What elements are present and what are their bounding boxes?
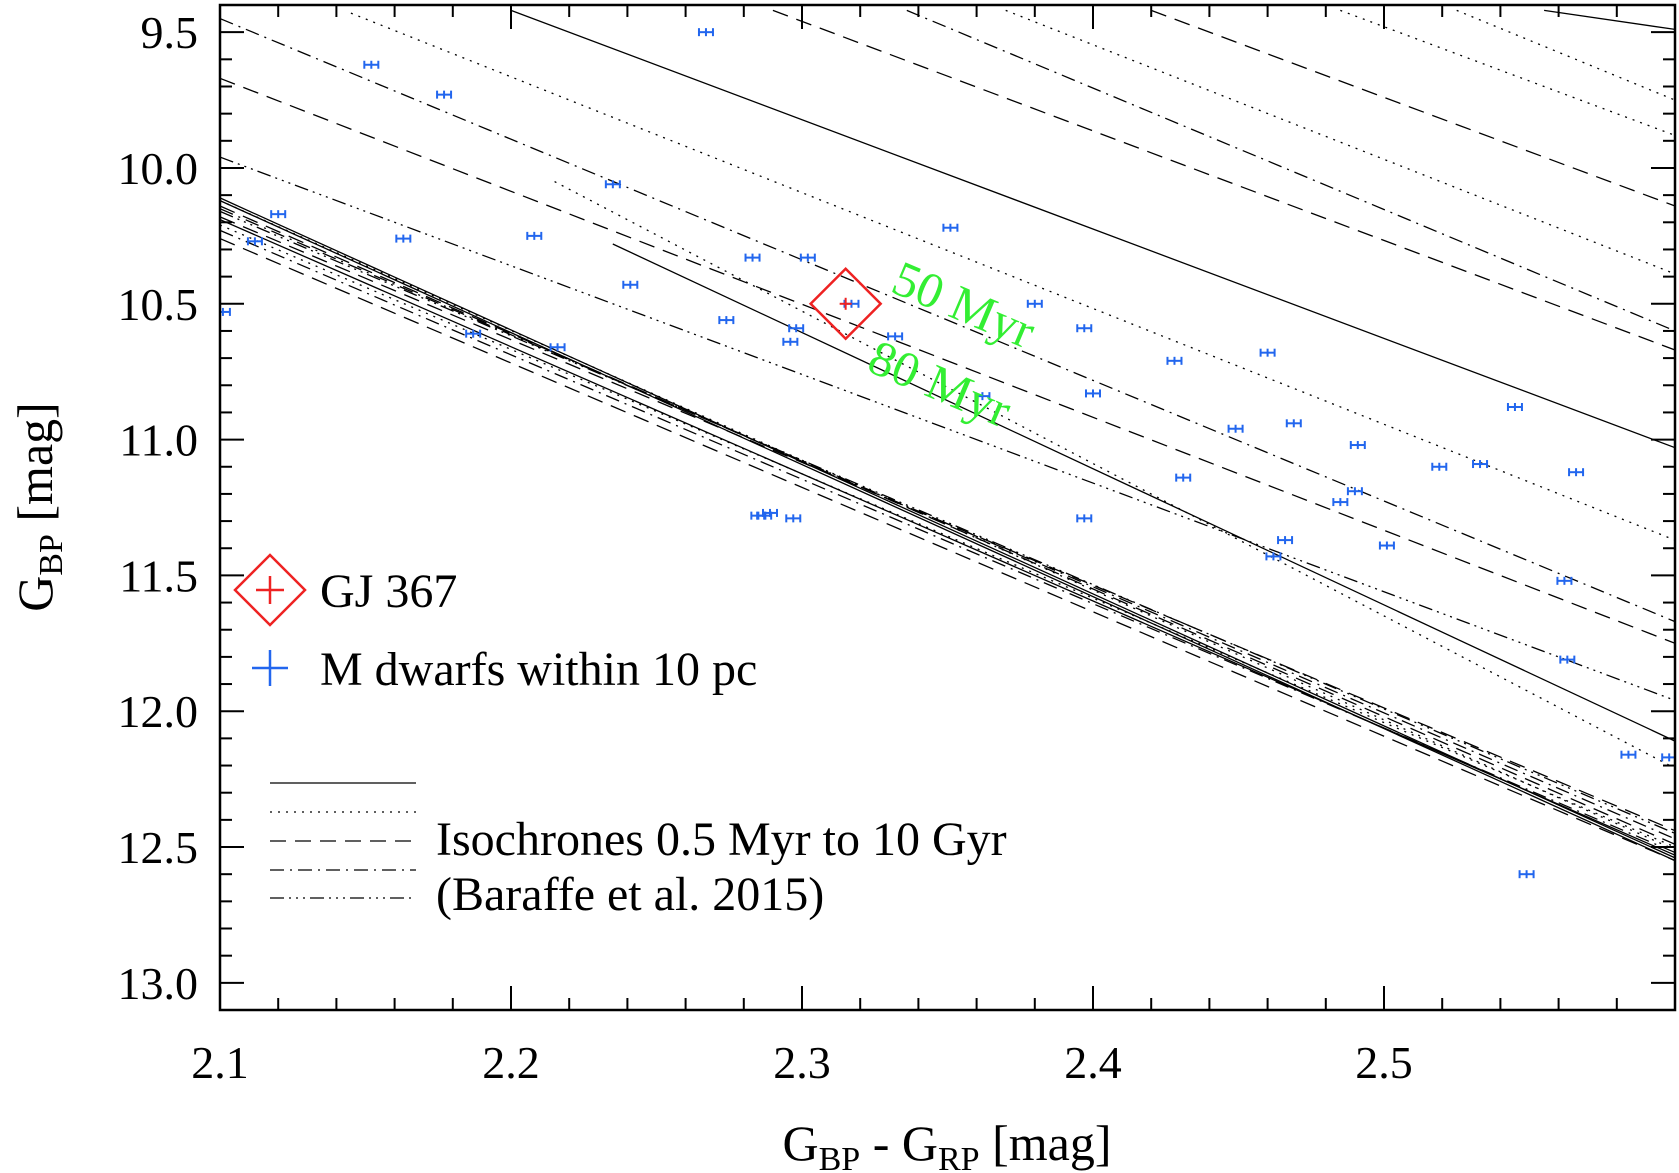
isochrone-legend-line2: (Baraffe et al. 2015)	[436, 868, 824, 921]
m-dwarf-point	[1518, 870, 1535, 879]
m-dwarf-point	[465, 329, 482, 338]
isochrone-legend-line1: Isochrones 0.5 Myr to 10 Gyr	[436, 813, 1007, 866]
y-tick-labels: 9.5 10.0 10.5 11.0 11.5 12.0 12.5 13.0	[118, 7, 199, 1009]
x-tick-label: 2.1	[191, 1037, 249, 1088]
m-dwarf-point	[270, 210, 287, 219]
isochrone-line	[220, 205, 1675, 845]
isochrone-legend-lines	[270, 782, 416, 899]
legend-gj367-label: GJ 367	[320, 565, 457, 618]
y-tick-label: 9.5	[141, 7, 199, 58]
m-dwarf-point	[697, 28, 714, 37]
m-dwarf-point	[974, 392, 991, 401]
m-dwarf-point	[1556, 576, 1573, 585]
isochrone-line	[1340, 9, 1675, 137]
m-dwarf-point	[785, 514, 802, 523]
m-dwarf-point	[549, 343, 566, 352]
y-tick-label: 10.0	[118, 143, 199, 194]
isochrone-line	[1456, 9, 1675, 101]
m-dwarf-point	[799, 253, 816, 262]
x-tick-label: 2.3	[773, 1037, 831, 1088]
m-dwarf-point	[1227, 424, 1244, 433]
legend-mdwarf-label: M dwarfs within 10 pc	[320, 643, 757, 696]
isochrone-lines	[220, 9, 1675, 862]
m-dwarf-point	[220, 307, 231, 316]
m-dwarf-point	[1277, 536, 1294, 545]
m-dwarf-point	[1349, 441, 1366, 450]
isochrone-line	[772, 9, 1675, 351]
m-dwarf-point	[942, 223, 959, 232]
m-dwarf-point	[1506, 403, 1523, 411]
isochrone-line	[1150, 9, 1675, 207]
plot-frame	[218, 3, 1677, 1012]
y-tick-label: 13.0	[118, 958, 199, 1009]
m-dwarf-point	[1085, 389, 1101, 398]
m-dwarf-point	[1076, 324, 1093, 333]
isochrone-line	[220, 197, 1675, 859]
m-dwarf-point	[1431, 462, 1448, 471]
isochrone-line	[350, 12, 1675, 541]
isochrone-line	[906, 9, 1675, 332]
isochrone-line	[220, 200, 1675, 862]
m-dwarf-point	[887, 332, 904, 341]
y-tick-label: 11.0	[119, 415, 198, 466]
x-tick-label: 2.5	[1355, 1037, 1413, 1088]
isochrone-line	[220, 229, 1675, 854]
isochrone-line	[220, 17, 1675, 623]
m-dwarf-point	[1620, 750, 1637, 759]
m-dwarf-point	[761, 508, 778, 517]
isochrone-line	[220, 77, 1675, 644]
x-axis-label: GBP - GRP [mag]	[783, 1115, 1112, 1173]
m-dwarf-point	[1332, 498, 1349, 507]
isochrone-line	[1544, 9, 1675, 31]
legend-mdwarf-symbol	[252, 650, 288, 686]
m-dwarf-point	[395, 234, 412, 243]
isochrone-line	[510, 9, 1675, 449]
legend-gj367-symbol	[233, 553, 307, 627]
gj367-marker	[808, 267, 883, 341]
y-tick-label: 12.5	[118, 822, 199, 873]
m-dwarf-point	[436, 90, 453, 99]
m-dwarf-point	[1166, 356, 1183, 365]
m-dwarf-point	[1285, 419, 1302, 428]
m-dwarf-point	[1026, 299, 1043, 308]
gj367-diamond	[808, 267, 883, 341]
m-dwarf-point	[1175, 473, 1192, 482]
m-dwarf-point	[744, 253, 761, 262]
m-dwarf-point	[1568, 468, 1585, 477]
axis-ticks	[219, 4, 1676, 1011]
isochrone-line	[612, 243, 1675, 742]
y-tick-label: 12.0	[118, 686, 199, 737]
isochrone-line	[220, 238, 1675, 862]
m-dwarf-point	[1559, 655, 1576, 664]
isochrone-line	[220, 200, 1675, 851]
m-dwarf-point	[526, 231, 543, 240]
x-tick-label: 2.4	[1064, 1037, 1122, 1088]
y-axis-label: GBP [mag]	[7, 402, 70, 612]
m-dwarf-point	[363, 60, 380, 69]
m-dwarf-point	[1265, 552, 1282, 561]
m-dwarf-point	[782, 337, 799, 346]
m-dwarf-point	[622, 280, 639, 289]
m-dwarf-points	[220, 28, 1675, 879]
isochrone-line	[220, 156, 1675, 702]
m-dwarf-point	[788, 324, 805, 333]
y-tick-label: 10.5	[118, 279, 199, 330]
isochrone-line	[554, 181, 1675, 769]
m-dwarf-point	[604, 180, 621, 189]
m-dwarf-point	[246, 237, 263, 246]
m-dwarf-point	[1259, 348, 1276, 357]
isochrone-line	[220, 216, 1675, 832]
m-dwarf-point	[1472, 460, 1489, 469]
m-dwarf-point	[1346, 487, 1363, 496]
x-tick-labels: 2.1 2.2 2.3 2.4 2.5	[191, 1037, 1413, 1088]
m-dwarf-point	[1378, 541, 1395, 550]
x-tick-label: 2.2	[482, 1037, 540, 1088]
m-dwarf-point	[718, 316, 735, 325]
y-tick-label: 11.5	[119, 550, 198, 601]
m-dwarf-point	[1076, 514, 1093, 523]
